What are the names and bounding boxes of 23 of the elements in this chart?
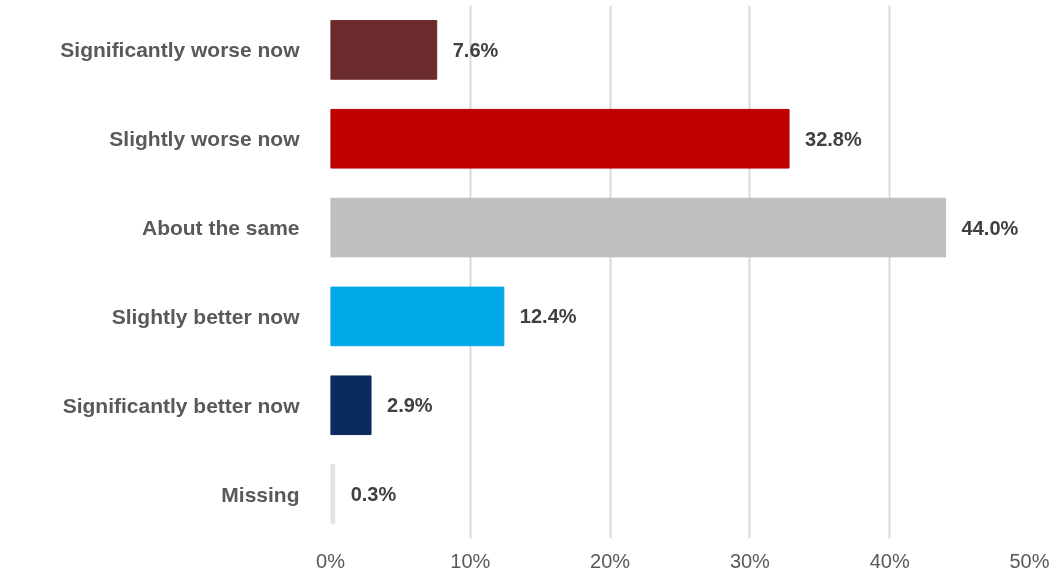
bar — [330, 20, 438, 80]
data-label: 32.8% — [805, 127, 862, 150]
data-label: 2.9% — [387, 394, 433, 417]
x-tick-label: 10% — [450, 549, 491, 572]
bar — [330, 197, 947, 258]
x-tick-label: 0% — [316, 549, 346, 572]
data-label: 7.6% — [452, 38, 499, 61]
y-tick-label: Slightly worse now — [109, 127, 301, 151]
bar — [330, 375, 372, 436]
x-tick-label: 30% — [729, 549, 771, 572]
bar — [330, 286, 505, 347]
y-tick-label: Slightly better now — [111, 304, 301, 328]
y-tick-label: Significantly better now — [62, 393, 301, 417]
data-label: 0.3% — [350, 483, 397, 506]
x-tick-label: 20% — [590, 549, 631, 572]
x-tick-label: 50% — [1009, 549, 1050, 572]
data-label: 12.4% — [519, 305, 577, 328]
x-tick-label: 40% — [869, 549, 910, 572]
y-tick-label: Significantly worse now — [60, 38, 301, 62]
y-tick-label: Missing — [221, 482, 300, 506]
data-label: 44.0% — [961, 216, 1019, 239]
y-tick-label: About the same — [141, 216, 300, 240]
bar — [330, 108, 790, 169]
